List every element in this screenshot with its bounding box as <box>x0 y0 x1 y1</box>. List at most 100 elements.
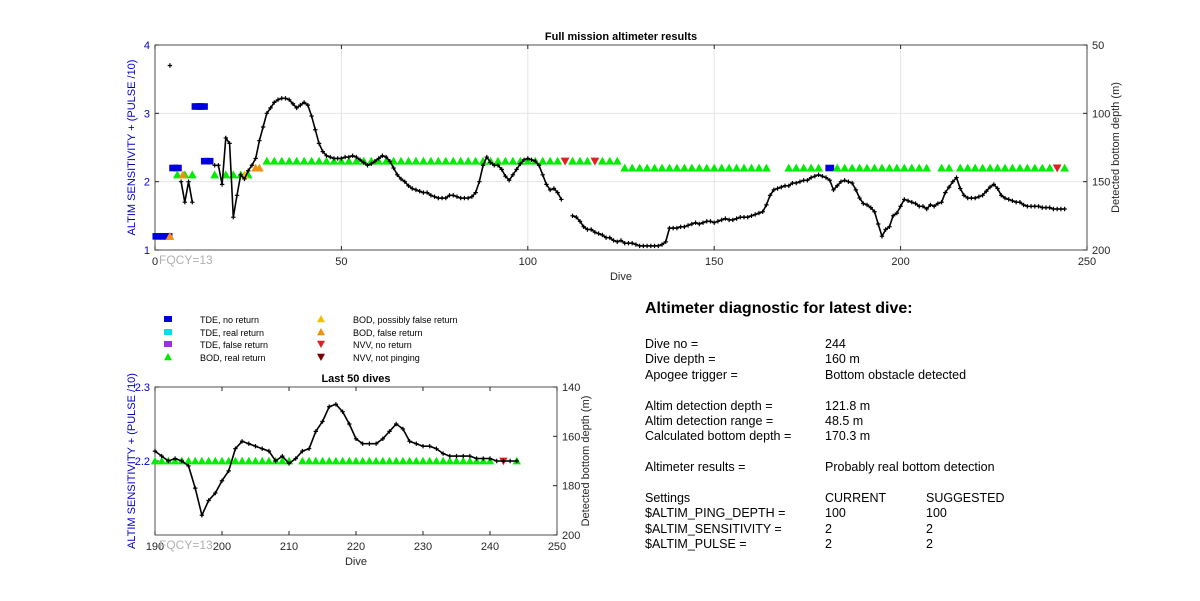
depth-point <box>167 63 173 68</box>
depth-point <box>592 230 598 235</box>
depth-point <box>697 221 702 227</box>
depth-point <box>827 178 832 183</box>
dive-depth-value: 160 m <box>825 352 860 367</box>
data-point <box>1037 163 1047 172</box>
data-point <box>244 456 253 465</box>
depth-point <box>741 215 747 220</box>
depth-point <box>976 194 982 199</box>
depth-point <box>987 184 993 190</box>
depth-point <box>823 175 829 180</box>
depth-point <box>410 186 415 191</box>
diagnostic-title: Altimeter diagnostic for latest dive: <box>645 300 913 317</box>
data-point <box>456 156 466 165</box>
depth-point <box>305 102 311 108</box>
depth-point <box>547 187 553 193</box>
depth-point <box>458 195 463 201</box>
depth-point <box>812 174 818 179</box>
depth-point <box>1021 202 1026 208</box>
depth-point <box>928 202 933 208</box>
depth-point <box>1062 206 1067 212</box>
x-tick-label: 200 <box>213 541 231 553</box>
depth-point <box>465 195 471 201</box>
legend-item: TDE, no return <box>164 315 259 325</box>
spacer <box>645 476 1185 491</box>
depth-point <box>306 446 312 451</box>
y-tick-label: 4 <box>144 40 150 52</box>
depth-point <box>246 441 251 446</box>
data-point <box>262 156 272 165</box>
legend-item: NVV, not pinging <box>317 353 420 363</box>
depth-point <box>637 243 642 249</box>
depth-point <box>481 456 486 461</box>
depth-point <box>501 458 506 464</box>
depth-point <box>954 175 959 180</box>
data-point <box>314 156 324 165</box>
depth-line <box>214 97 563 218</box>
depth-point <box>421 190 426 195</box>
y-tick-label: 2.2 <box>135 456 150 468</box>
depth-point <box>1017 199 1023 205</box>
depth-point <box>320 419 325 424</box>
data-point <box>269 156 279 165</box>
chart-title: Full mission altimeter results <box>545 31 697 43</box>
depth-point <box>894 210 900 216</box>
depth-point <box>820 174 825 179</box>
depth-point <box>902 197 907 202</box>
depth-point <box>999 193 1004 198</box>
y-right-tick-label: 50 <box>1092 40 1104 52</box>
depth-point <box>600 232 605 238</box>
depth-point <box>219 182 225 187</box>
depth-point <box>641 243 646 249</box>
depth-point <box>887 224 892 229</box>
x-tick-label: 100 <box>519 256 537 268</box>
depth-point <box>946 184 952 190</box>
depth-point <box>383 154 389 160</box>
data-point <box>385 456 394 465</box>
depth-point <box>335 156 340 161</box>
depth-point <box>775 186 780 191</box>
depth-point <box>1051 206 1056 212</box>
depth-point <box>324 153 329 158</box>
depth-point <box>689 221 695 227</box>
data-point <box>459 456 468 465</box>
data-point <box>899 163 909 172</box>
depth-point <box>451 193 456 198</box>
data-point <box>172 164 182 172</box>
data-point <box>463 156 473 165</box>
y-right-tick-label: 160 <box>562 431 580 443</box>
depth-point <box>239 439 245 444</box>
data-point <box>433 156 443 165</box>
dive-depth-label: Dive depth = <box>645 352 716 367</box>
depth-point <box>678 224 683 229</box>
data-point <box>922 163 932 172</box>
data-point <box>694 163 704 172</box>
depth-point <box>484 154 489 160</box>
data-point <box>717 163 727 172</box>
data-point <box>575 156 585 165</box>
depth-point <box>213 490 218 496</box>
depth-point <box>279 96 284 101</box>
legend-marker <box>317 340 325 348</box>
depth-point <box>533 158 538 164</box>
depth-point <box>166 458 171 464</box>
data-point <box>191 456 200 465</box>
x-tick-label: 220 <box>347 541 365 553</box>
sensitivity-suggested: 2 <box>926 521 933 536</box>
data-point <box>568 156 577 165</box>
data-point <box>1008 163 1017 172</box>
depth-point <box>890 213 896 219</box>
depth-point <box>920 204 926 209</box>
data-point <box>1015 163 1025 172</box>
data-point <box>799 163 809 172</box>
depth-point <box>499 167 504 172</box>
legend-item: TDE, real return <box>164 328 264 338</box>
depth-point <box>574 215 579 220</box>
depth-point <box>670 225 676 231</box>
depth-point <box>260 124 266 130</box>
data-point <box>299 156 309 165</box>
data-point <box>642 163 652 172</box>
legend-marker <box>317 353 325 361</box>
depth-point <box>272 100 277 105</box>
settings-label: Settings <box>645 490 691 505</box>
depth-point <box>581 224 586 229</box>
